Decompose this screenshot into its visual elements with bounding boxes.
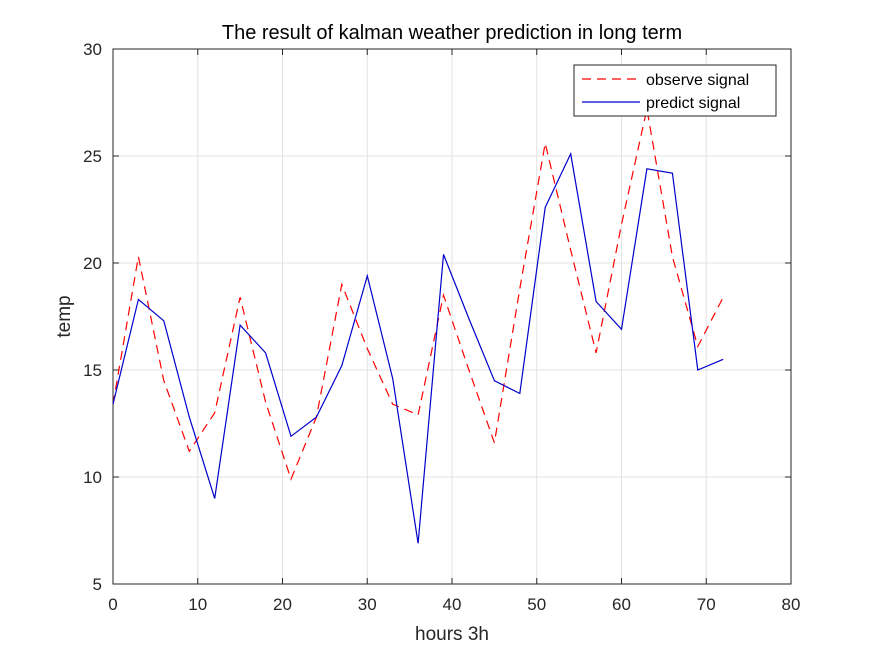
ticks: 0 10 20 30 40 50 60 70 80 5 10 15 20 25 30: [83, 40, 800, 614]
x-tick-label: 60: [612, 595, 631, 614]
y-tick-label: 30: [83, 40, 102, 59]
x-tick-label: 10: [188, 595, 207, 614]
series-layer: [112, 108, 724, 544]
x-tick-label: 0: [108, 595, 117, 614]
legend-label: predict signal: [646, 95, 740, 112]
grid: [112, 48, 792, 585]
x-axis-label: hours 3h: [415, 624, 489, 645]
y-tick-label: 15: [83, 361, 102, 380]
x-tick-label: 70: [697, 595, 716, 614]
x-tick-label: 40: [443, 595, 462, 614]
y-tick-label: 25: [83, 147, 102, 166]
legend-box: [573, 64, 777, 117]
series-line-predict-signal: [112, 151, 724, 544]
legend: observe signal predict signal: [573, 64, 777, 117]
y-axis-label: temp: [54, 295, 75, 337]
y-tick-label: 20: [83, 254, 102, 273]
y-tick-label: 10: [83, 468, 102, 487]
series-line-observe-signal: [112, 108, 724, 481]
x-tick-label: 30: [358, 595, 377, 614]
x-tick-label: 80: [782, 595, 801, 614]
legend-label: observe signal: [646, 72, 749, 89]
chart-title: The result of kalman weather prediction …: [222, 22, 682, 44]
y-tick-label: 5: [93, 575, 102, 594]
x-tick-label: 20: [273, 595, 292, 614]
x-tick-label: 50: [527, 595, 546, 614]
